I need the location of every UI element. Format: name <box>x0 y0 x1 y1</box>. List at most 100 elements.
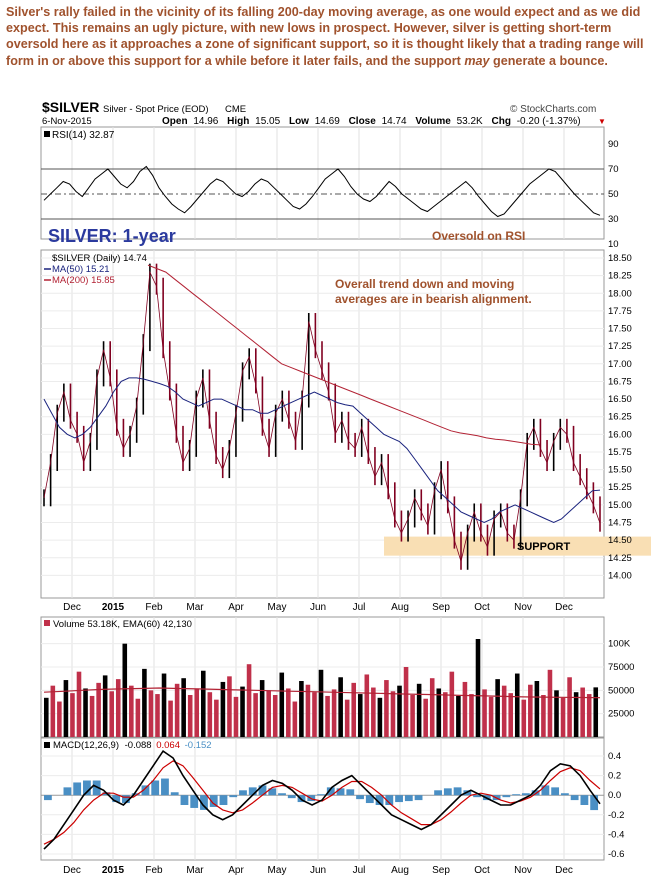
support-zone: SUPPORT <box>384 536 651 556</box>
x-tick-label: Mar <box>186 865 204 876</box>
volume-bar <box>174 683 180 737</box>
volume-bar <box>318 669 324 737</box>
volume-bar <box>403 667 409 737</box>
macd-tick-label: -0.4 <box>608 829 624 840</box>
volume-bar <box>135 698 141 737</box>
volume-bar <box>63 680 69 737</box>
volume-bar <box>390 691 396 737</box>
macd-histogram-bar <box>434 790 442 796</box>
volume-bar <box>246 664 252 737</box>
trend-annotation: Overall trend down and moving averages a… <box>335 277 532 306</box>
volume-tick-label: 75000 <box>608 662 634 673</box>
macd-histogram-bar <box>73 782 82 796</box>
x-tick-label: Oct <box>474 602 490 613</box>
macd-histogram-bar <box>385 795 394 805</box>
volume-bar <box>456 695 461 737</box>
commentary-part1: Silver's rally failed in the vicinity of… <box>6 5 644 68</box>
macd-histogram-bar <box>521 793 530 796</box>
volume-bar <box>148 690 154 737</box>
volume-bar <box>233 696 239 737</box>
x-tick-label: Aug <box>391 865 409 876</box>
commentary-part2: generate a bounce. <box>489 53 608 68</box>
price-tick-label: 16.00 <box>608 429 632 440</box>
price-tick-label: 15.50 <box>608 465 632 476</box>
macd-histogram-bar <box>356 795 364 800</box>
volume-bar <box>443 692 448 737</box>
macd-histogram-bar <box>336 788 345 796</box>
macd-histogram-bar <box>92 780 101 796</box>
macd-histogram-bar <box>161 778 169 796</box>
volume-bar <box>416 683 422 737</box>
rsi-tick-label: 30 <box>608 214 619 225</box>
macd-histogram-bar <box>131 793 140 796</box>
rsi-line <box>43 165 601 218</box>
macd-histogram-bar <box>531 790 540 796</box>
commentary-emphasis: may <box>464 53 490 68</box>
volume-bar <box>501 685 507 737</box>
price-tick-label: 15.75 <box>608 447 632 458</box>
macd-histogram-bar <box>551 787 560 796</box>
x-tick-label: 2015 <box>102 865 125 876</box>
rsi-tick-label: 90 <box>608 139 619 150</box>
chart-date: 6-Nov-2015 <box>42 116 92 127</box>
macd-tick-label: -0.2 <box>608 810 624 821</box>
macd-histogram-bar <box>258 785 267 796</box>
macd-line <box>43 749 601 850</box>
price-tick-label: 18.50 <box>608 253 632 264</box>
volume-bar <box>129 685 134 737</box>
volume-bar <box>214 699 219 737</box>
volume-bar <box>462 681 468 737</box>
macd-legend: MACD(12,26,9) -0.088 0.064 -0.152 <box>53 740 212 751</box>
volume-bar <box>312 692 317 737</box>
chart-symbol: $SILVER <box>42 99 99 115</box>
price-legend-ma200: MA(200) 15.85 <box>52 275 115 286</box>
volume-bar <box>560 697 566 737</box>
volume-ema-line <box>43 687 601 699</box>
volume-tick-label: 50000 <box>608 685 634 696</box>
macd-histogram-bar <box>512 794 521 796</box>
x-tick-label: 2015 <box>102 602 125 613</box>
price-tick-label: 17.25 <box>608 341 632 352</box>
volume-bar <box>338 677 343 737</box>
volume-bar <box>357 694 363 737</box>
volume-bar <box>168 700 173 737</box>
volume-bar <box>76 671 82 737</box>
macd-histogram-bar <box>83 780 91 796</box>
x-tick-label: Apr <box>228 865 244 876</box>
macd-histogram-bar <box>375 795 384 805</box>
macd-histogram-bar <box>502 795 511 798</box>
volume-bar <box>50 685 56 737</box>
volume-bar <box>364 674 370 737</box>
price-tick-label: 18.00 <box>608 288 632 299</box>
trend-annotation-line1: Overall trend down and moving <box>335 277 514 291</box>
volume-bar <box>279 672 285 737</box>
price-legend-silver: $SILVER (Daily) 14.74 <box>52 253 147 264</box>
x-tick-label: Dec <box>555 865 573 876</box>
volume-bar <box>286 688 291 737</box>
rsi-tick-label: 70 <box>608 164 619 175</box>
volume-bar <box>240 686 245 737</box>
volume-bar <box>194 688 200 737</box>
macd-tick-label: -0.6 <box>608 849 624 860</box>
volume-bar <box>377 697 383 737</box>
macd-histogram-bar <box>287 795 296 799</box>
x-tick-label: Jul <box>353 602 366 613</box>
volume-bar <box>70 693 75 737</box>
ma200-line <box>147 264 541 446</box>
price-tick-label: 14.00 <box>608 570 632 581</box>
macd-legend-swatch <box>44 742 50 748</box>
macd-legend-name: MACD(12,26,9) <box>53 740 119 751</box>
volume-bar <box>272 695 278 737</box>
macd-histogram-bar <box>541 785 550 796</box>
macd-legend-value: -0.088 <box>125 740 152 751</box>
volume-bar <box>83 688 88 737</box>
macd-signal-line <box>43 760 601 845</box>
macd-histogram-bar <box>278 793 286 796</box>
price-series <box>43 263 601 570</box>
macd-histogram-bar <box>44 795 52 801</box>
macd-histogram-bar <box>395 795 403 803</box>
macd-tick-label: 0.4 <box>608 751 621 762</box>
volume-legend-swatch <box>44 620 50 626</box>
volume-bar <box>580 687 585 737</box>
support-label: SUPPORT <box>517 541 570 553</box>
